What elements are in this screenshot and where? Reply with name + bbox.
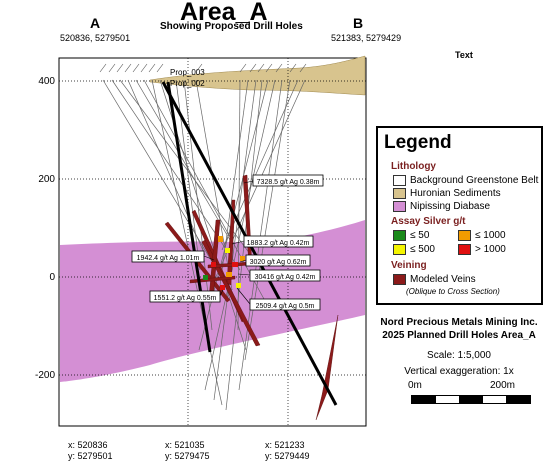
section-end-a-coord: 520836, 5279501 bbox=[60, 33, 131, 43]
assay-label: 1551.2 g/t Ag 0.55m bbox=[154, 295, 217, 302]
y-coord-value: y: 5279501 bbox=[68, 451, 113, 461]
page-subtitle: Showing Proposed Drill Holes bbox=[160, 21, 303, 32]
legend-item-veins: Modeled Veins bbox=[393, 274, 476, 285]
x-coord-block-3: x: 521233 y: 5279449 bbox=[265, 440, 310, 462]
veining-note: (Oblique to Cross Section) bbox=[406, 287, 500, 296]
legend-item-nipissing: Nipissing Diabase bbox=[393, 201, 490, 212]
text-label: Text bbox=[455, 50, 473, 60]
x-coord-block-1: x: 520836 y: 5279501 bbox=[68, 440, 113, 462]
company-title-block: Nord Precious Metals Mining Inc. 2025 Pl… bbox=[368, 316, 550, 342]
assay-callout-boxes bbox=[131, 174, 324, 311]
x-coord-value: x: 520836 bbox=[68, 440, 108, 450]
assay-label: 2509.4 g/t Ag 0.5m bbox=[256, 303, 315, 310]
callout-leaders bbox=[203, 180, 254, 305]
y-tick-0: 0 bbox=[49, 272, 55, 283]
assay-interval bbox=[240, 256, 245, 261]
y-tick-200: 200 bbox=[38, 174, 55, 185]
x-coord-value: x: 521233 bbox=[265, 440, 305, 450]
y-tick-400: 400 bbox=[38, 76, 55, 87]
veining-heading: Veining bbox=[391, 260, 427, 271]
x-coord-block-2: x: 521035 y: 5279475 bbox=[165, 440, 210, 462]
legend-swatch bbox=[393, 175, 406, 186]
legend-title: Legend bbox=[384, 132, 452, 153]
assay-label: 7328.5 g/t Ag 0.38m bbox=[257, 179, 320, 186]
legend-swatch bbox=[458, 230, 471, 241]
lithology-heading: Lithology bbox=[391, 161, 436, 172]
legend-swatch bbox=[458, 244, 471, 255]
legend-item-greenstone: Background Greenstone Belt bbox=[393, 175, 538, 186]
legend-swatch bbox=[393, 244, 406, 255]
assay-label: 1942.4 g/t Ag 1.01m bbox=[137, 255, 200, 262]
company-name: Nord Precious Metals Mining Inc. bbox=[380, 317, 538, 328]
scale-bar bbox=[411, 395, 531, 404]
assay-interval bbox=[232, 262, 238, 267]
section-end-b-label: B bbox=[353, 15, 364, 31]
collar-hole-id-marks bbox=[99, 63, 307, 73]
prop-003-label: Prop_003 bbox=[170, 68, 205, 77]
assay-label: 3020 g/t Ag 0.62m bbox=[250, 259, 307, 266]
y-coord-value: y: 5279449 bbox=[265, 451, 310, 461]
y-tick-minus-200: -200 bbox=[34, 370, 55, 381]
assay-interval bbox=[220, 285, 225, 290]
legend-item-assay: > 1000 bbox=[458, 244, 506, 255]
legend-swatch bbox=[393, 274, 406, 285]
section-end-a-label: A bbox=[90, 15, 101, 31]
section-end-b-coord: 521383, 5279429 bbox=[331, 33, 402, 43]
prop-003-hole bbox=[166, 81, 212, 353]
assay-intervals bbox=[203, 236, 245, 290]
y-coord-value: y: 5279475 bbox=[165, 451, 210, 461]
assay-interval bbox=[225, 248, 230, 253]
huronian-sediments-unit bbox=[149, 55, 366, 96]
assay-heading: Assay Silver g/t bbox=[391, 216, 466, 227]
prop-002-label: Prop_002 bbox=[170, 79, 205, 88]
x-coord-value: x: 521035 bbox=[165, 440, 205, 450]
assay-label: 30416 g/t Ag 0.42m bbox=[255, 274, 316, 281]
assay-interval bbox=[218, 236, 223, 242]
assay-interval bbox=[211, 262, 216, 267]
scalebar-start-label: 0m bbox=[408, 380, 422, 391]
legend-swatch bbox=[393, 230, 406, 241]
assay-interval bbox=[236, 283, 241, 288]
legend-item-assay: ≤ 1000 bbox=[458, 230, 506, 241]
page-title: Area_A bbox=[180, 0, 268, 26]
assay-interval bbox=[226, 272, 232, 277]
plan-name: 2025 Planned Drill Holes Area_A bbox=[382, 330, 536, 341]
assay-interval bbox=[203, 275, 208, 280]
legend-swatch bbox=[393, 201, 406, 212]
assay-label: 1883.2 g/t Ag 0.42m bbox=[247, 240, 310, 247]
legend-panel: Legend Lithology Background Greenstone B… bbox=[376, 126, 543, 305]
legend-swatch bbox=[393, 188, 406, 199]
legend-item-assay: ≤ 500 bbox=[393, 244, 435, 255]
legend-item-huronian: Huronian Sediments bbox=[393, 188, 501, 199]
scalebar-end-label: 200m bbox=[490, 380, 516, 391]
legend-item-assay: ≤ 50 bbox=[393, 230, 429, 241]
scale-text: Scale: 1:5,000 bbox=[427, 350, 491, 361]
exaggeration-text: Vertical exaggeration: 1x bbox=[404, 366, 514, 377]
